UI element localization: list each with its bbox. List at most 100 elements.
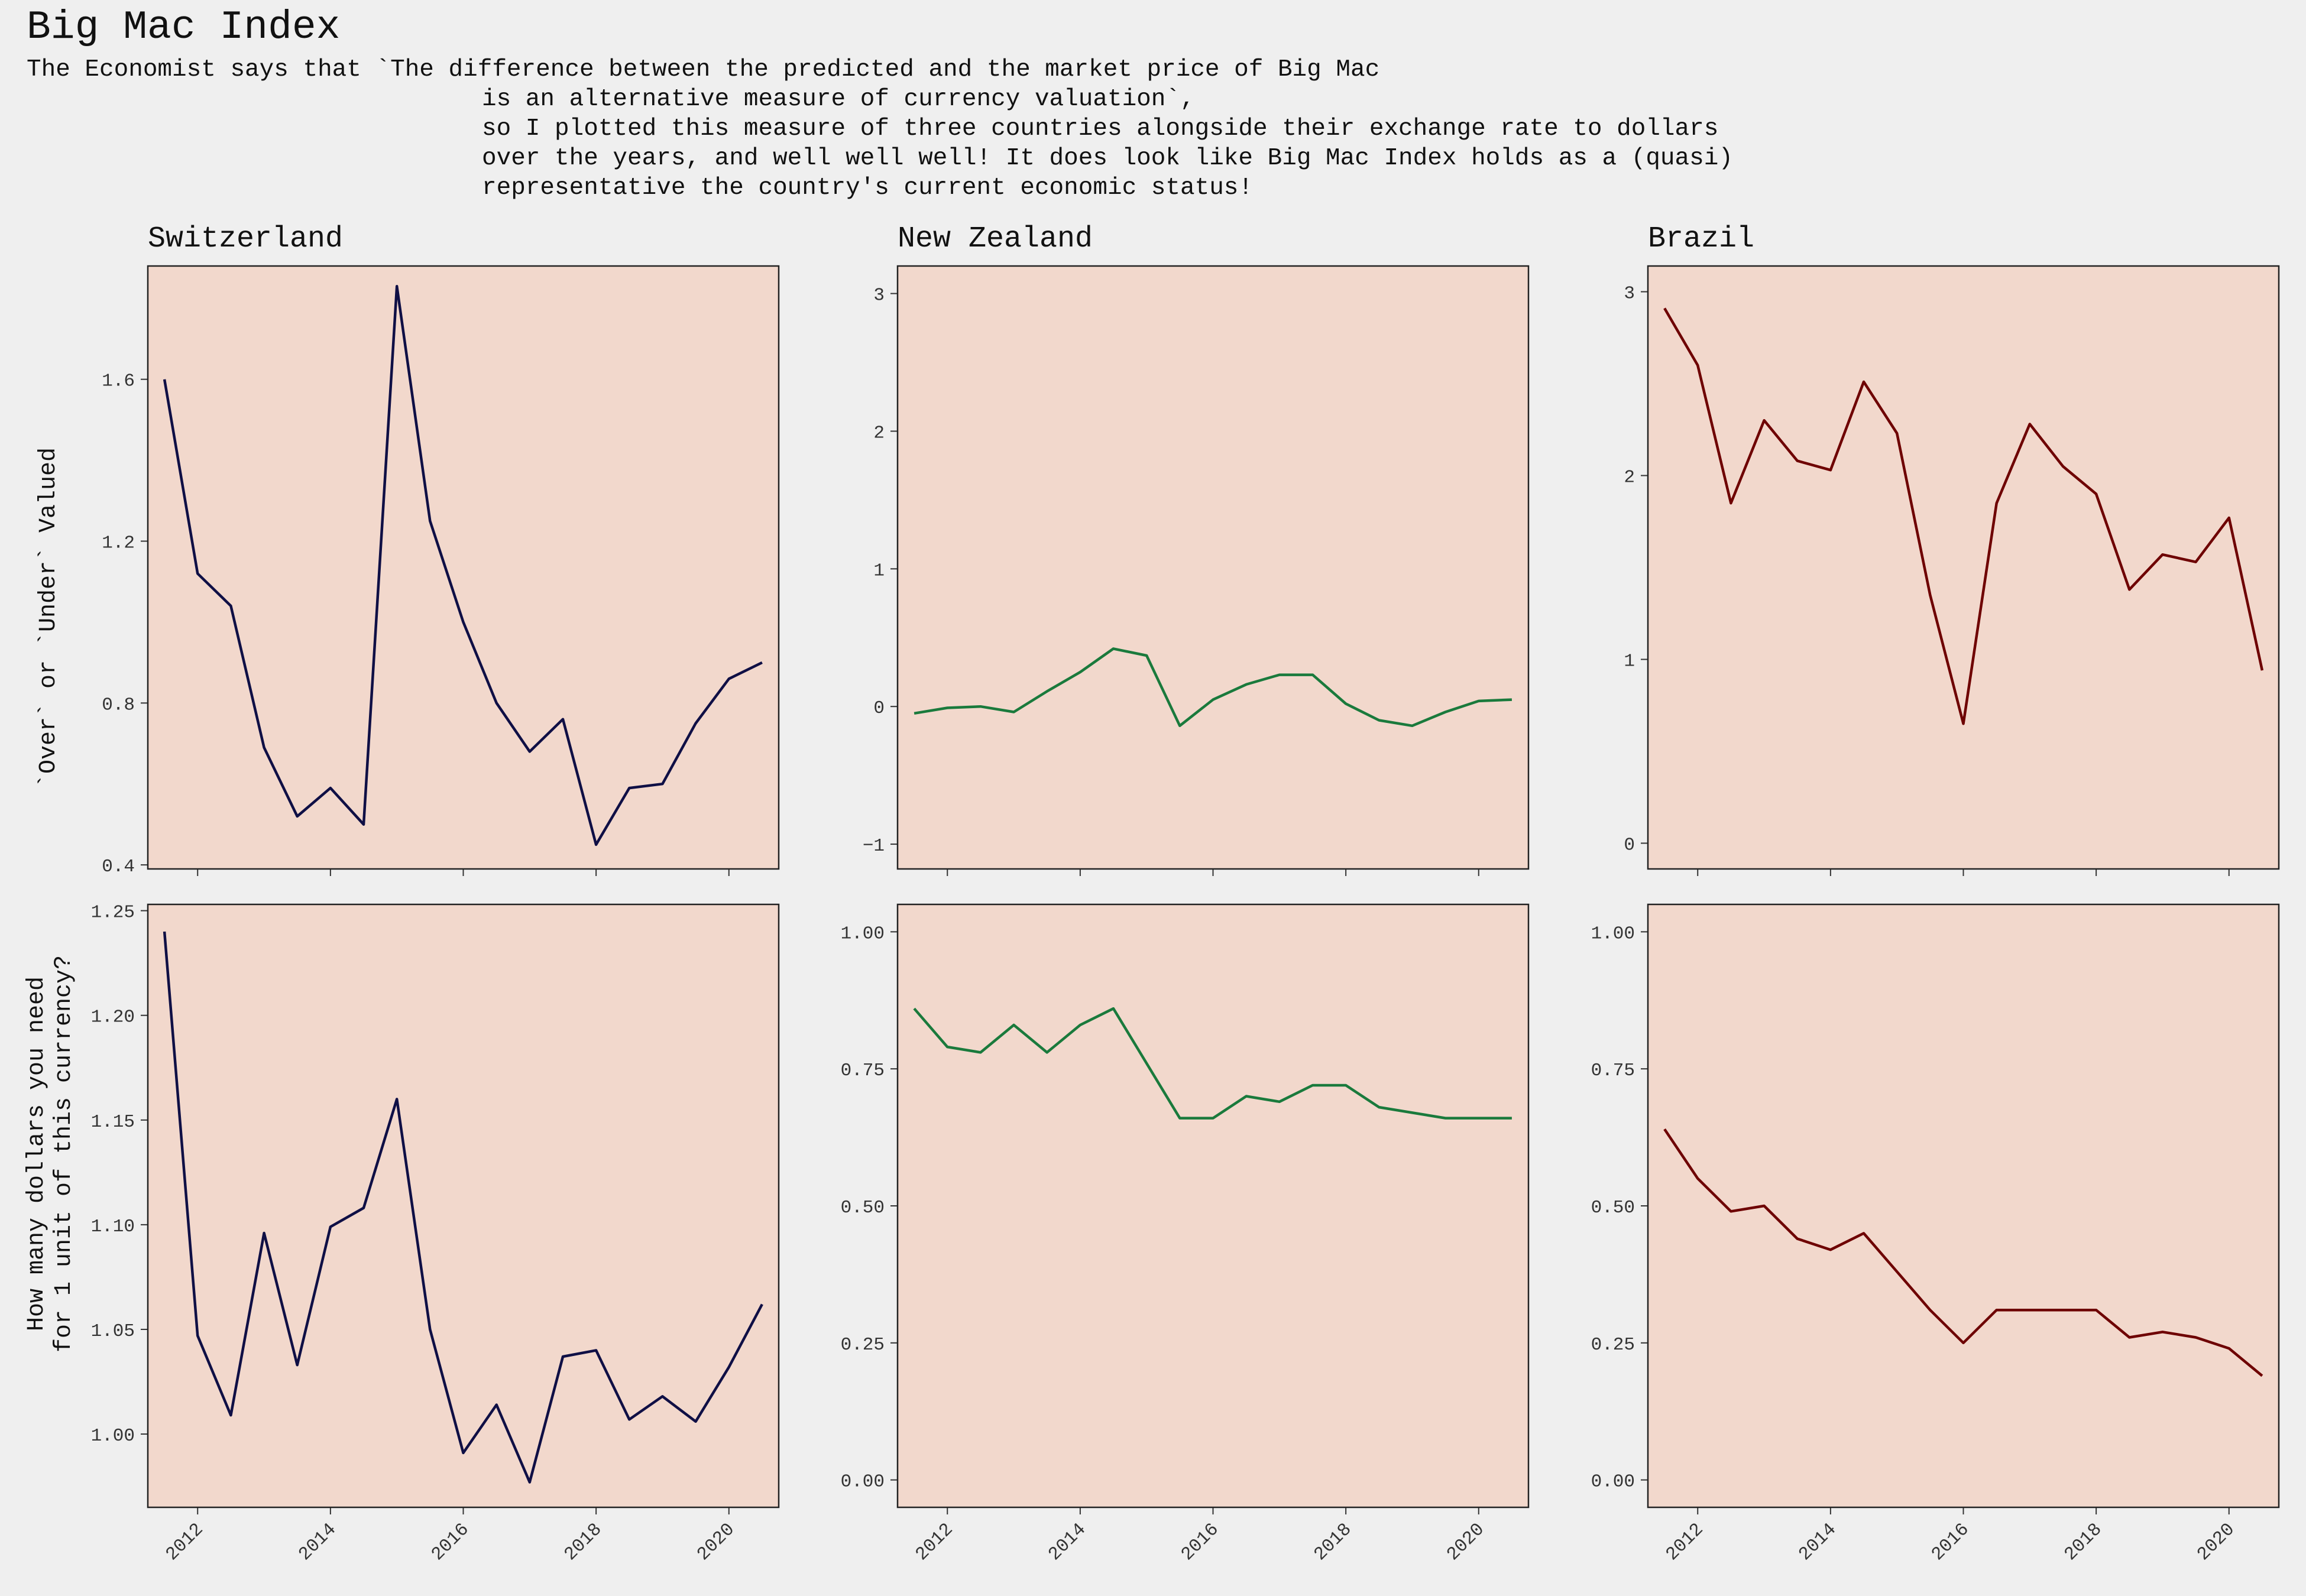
data-point	[263, 1231, 266, 1235]
data-point	[1729, 1209, 1732, 1213]
data-point	[229, 1413, 232, 1417]
plot-frame	[1647, 903, 2280, 1509]
data-point	[1444, 711, 1447, 714]
data-point	[1012, 711, 1016, 714]
series-line	[914, 647, 1512, 728]
data-point	[362, 823, 365, 826]
data-point	[627, 1417, 631, 1421]
data-point	[1696, 364, 1699, 367]
data-point	[760, 661, 764, 664]
panel-newzealand-valuation: New Zealand −1 0 1 2 3	[863, 222, 1530, 876]
data-point	[594, 843, 598, 846]
data-point	[2028, 422, 2032, 426]
data-point	[660, 782, 664, 786]
data-point	[1112, 647, 1115, 650]
plot-frame	[1647, 265, 2280, 870]
x-tick-label: 2016	[1177, 1519, 1223, 1565]
series-line	[1663, 1128, 2263, 1377]
data-point	[2194, 560, 2198, 564]
data-point	[495, 701, 498, 705]
data-point	[561, 1355, 565, 1358]
figure-title: Big Mac Index	[27, 5, 341, 50]
data-point	[196, 1334, 199, 1338]
y-tick-label: 1.05	[91, 1321, 135, 1342]
data-point	[727, 677, 731, 680]
x-tick-label: 2018	[2061, 1519, 2106, 1565]
data-point	[1377, 718, 1381, 722]
plot-frame	[147, 903, 780, 1509]
subtitle-line-5: representative the country's current eco…	[482, 174, 1253, 202]
data-point	[945, 706, 949, 710]
data-point	[1311, 1084, 1314, 1087]
series-line	[1663, 307, 2264, 725]
data-point	[163, 378, 166, 381]
y-tick-label: 0.75	[1591, 1060, 1635, 1081]
subtitle-line-2: is an alternative measure of currency va…	[482, 86, 1195, 113]
panel-title: Brazil	[1648, 222, 1754, 256]
y-tick-label: 1.2	[102, 533, 135, 554]
x-tick-label: 2014	[1795, 1519, 1841, 1565]
data-point	[1112, 1007, 1115, 1010]
plot-area	[1648, 904, 2279, 1507]
data-point	[1763, 419, 1766, 422]
data-point	[1829, 468, 1832, 472]
data-point	[1862, 380, 1865, 384]
chart-panels: Switzerland 0.4 0.8 1.2 1.6 New Zealand −1 0 1 2 3…	[91, 222, 2280, 1565]
data-point	[1245, 1095, 1248, 1098]
panel-title: Switzerland	[148, 222, 343, 256]
series-line	[163, 931, 763, 1484]
data-point	[462, 620, 465, 624]
plot-area	[1648, 266, 2279, 869]
panel-newzealand-exchange: 0.00 0.25 0.50 0.75 1.00 2012 2014 2016 2018 2020	[841, 903, 1530, 1565]
data-point	[296, 1363, 299, 1367]
data-point	[329, 786, 332, 790]
y-tick-label: 3	[1624, 284, 1635, 304]
data-point	[2028, 1308, 2032, 1312]
data-point	[362, 1206, 365, 1210]
data-point	[329, 1225, 332, 1228]
data-point	[1862, 1231, 1865, 1235]
plot-frame	[147, 265, 780, 870]
subtitle-line-4: over the years, and well well well! It d…	[482, 145, 1733, 172]
data-point	[196, 572, 199, 575]
top-row-ylabel: `Over` or `Under` Valued	[35, 447, 62, 788]
data-point	[1045, 690, 1049, 693]
data-point	[694, 722, 698, 725]
subtitle-line-3: so I plotted this measure of three count…	[482, 115, 1718, 142]
x-tick-label: 2018	[561, 1519, 606, 1565]
x-tick-label: 2020	[1443, 1519, 1488, 1565]
data-point	[1477, 699, 1481, 703]
bottom-row-ylabel-line-1: How many dollars you need	[24, 977, 50, 1331]
data-point	[979, 705, 982, 708]
data-point	[2127, 588, 2131, 591]
data-point	[1895, 432, 1899, 435]
data-point	[2227, 1347, 2231, 1350]
data-point	[1510, 1117, 1514, 1120]
panel-brazil-exchange: 0.00 0.25 0.50 0.75 1.00 2012 2014 2016 2018 2020	[1591, 903, 2280, 1565]
y-tick-label: 0.8	[102, 695, 135, 715]
data-point	[1145, 1062, 1148, 1065]
data-point	[727, 1365, 731, 1369]
data-point	[2094, 492, 2098, 496]
data-point	[2260, 669, 2264, 672]
data-point	[1729, 501, 1732, 505]
data-point	[1962, 1341, 1965, 1345]
data-point	[1663, 307, 1666, 310]
data-point	[627, 786, 631, 790]
panel-switzerland-exchange: 1.00 1.05 1.10 1.15 1.20 1.25 2012 2014 2016 2018…	[91, 903, 780, 1565]
series-line	[913, 1007, 1512, 1120]
data-point	[1245, 683, 1248, 686]
data-point	[1377, 1105, 1381, 1109]
data-point	[1311, 673, 1314, 677]
x-tick-label: 2016	[427, 1519, 473, 1565]
data-point	[912, 712, 916, 715]
data-point	[1012, 1023, 1016, 1027]
data-point	[2094, 1308, 2098, 1312]
series-line	[163, 284, 763, 846]
y-tick-label: 1.25	[91, 903, 135, 923]
data-point	[1477, 1117, 1481, 1120]
y-tick-label: 1.00	[1591, 923, 1635, 944]
data-point	[2161, 1330, 2164, 1334]
data-point	[1145, 654, 1148, 657]
x-tick-label: 2012	[912, 1519, 957, 1565]
